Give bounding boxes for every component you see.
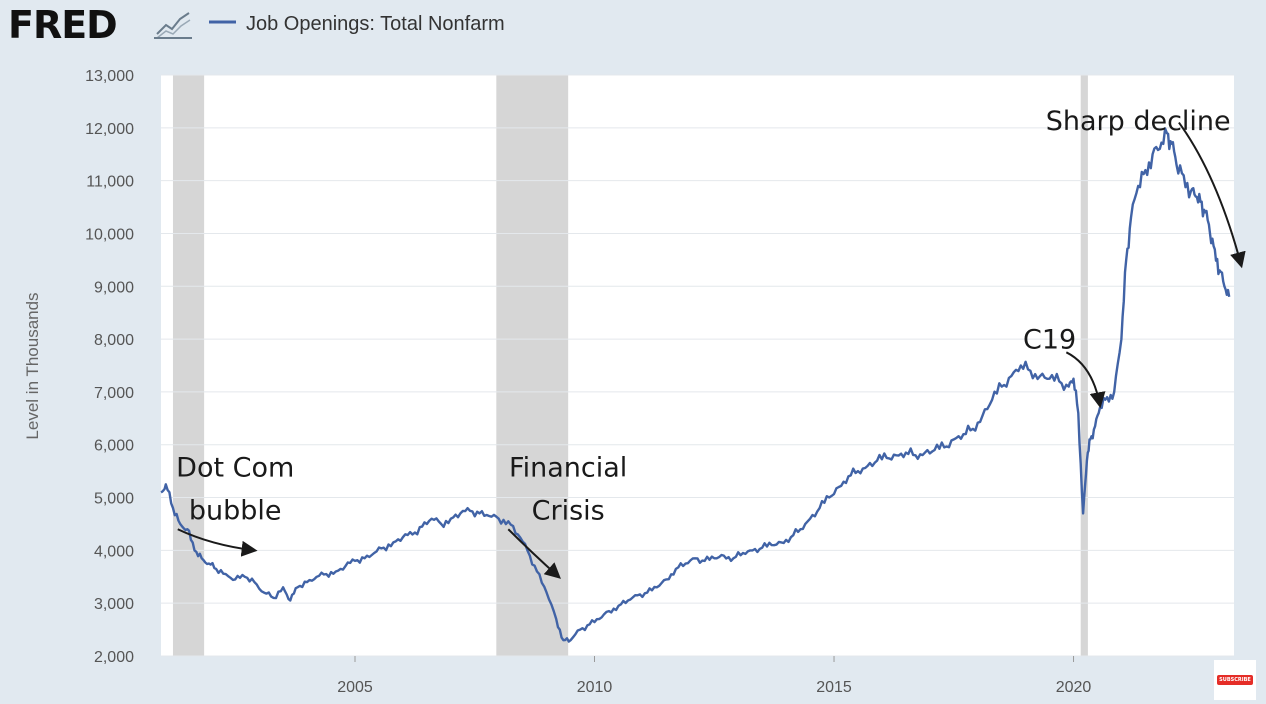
series-line-0 bbox=[160, 127, 1231, 643]
annotation-arrow-0 bbox=[177, 528, 258, 557]
annotation-arrow-1 bbox=[507, 528, 561, 579]
plot-area bbox=[161, 75, 1234, 656]
annotation-label: Sharp decline bbox=[1046, 106, 1231, 137]
subscribe-badge[interactable]: SUBSCRIBE bbox=[1217, 675, 1253, 685]
series-layer bbox=[160, 127, 1231, 643]
y-tick-label: 6,000 bbox=[94, 438, 134, 455]
y-tick-label: 2,000 bbox=[94, 649, 134, 666]
y-axis-label: Level in Thousands bbox=[23, 292, 42, 439]
legend-label: Job Openings: Total Nonfarm bbox=[246, 13, 505, 35]
y-tick-label: 5,000 bbox=[94, 491, 134, 508]
subscribe-icon[interactable]: SUBSCRIBE bbox=[1214, 660, 1256, 700]
grid bbox=[161, 74, 1234, 657]
y-tick-label: 4,000 bbox=[94, 543, 134, 560]
header: FRED Job Openings: Total Nonfarm bbox=[8, 3, 505, 47]
annotation-label: bubble bbox=[189, 496, 282, 527]
annotation-arrow-2 bbox=[1065, 351, 1106, 409]
y-tick-label: 13,000 bbox=[85, 68, 134, 85]
recession-band-0 bbox=[172, 75, 205, 656]
x-tick-label: 2020 bbox=[1056, 679, 1092, 696]
annotation-arrow-3 bbox=[1178, 121, 1246, 269]
annotation-label: Dot Com bbox=[176, 452, 294, 483]
x-tick-label: 2010 bbox=[577, 679, 613, 696]
y-axis: 2,000 3,000 4,000 5,000 6,000 7,000 8,000 9,000… bbox=[85, 68, 134, 666]
y-tick-label: 3,000 bbox=[94, 596, 134, 613]
annotation-label: Financial bbox=[509, 452, 627, 483]
annotation-label: Crisis bbox=[532, 496, 605, 527]
y-tick-label: 12,000 bbox=[85, 121, 134, 138]
x-tick-label: 2015 bbox=[816, 679, 852, 696]
y-tick-label: 7,000 bbox=[94, 385, 134, 402]
y-tick-label: 10,000 bbox=[85, 226, 134, 243]
fred-logo: FRED bbox=[8, 3, 117, 47]
recession-band-1 bbox=[496, 75, 569, 656]
y-tick-label: 9,000 bbox=[94, 279, 134, 296]
chart-icon bbox=[154, 8, 192, 39]
x-tick-label: 2005 bbox=[337, 679, 373, 696]
annotation-arrows bbox=[177, 121, 1246, 579]
x-axis: 2005 2010 2015 2020 bbox=[337, 656, 1091, 696]
y-tick-label: 11,000 bbox=[86, 174, 134, 191]
annotation-label: C19 bbox=[1023, 325, 1076, 356]
annotations: Dot Com bubble Financial Crisis C19 Sharp dec… bbox=[176, 106, 1231, 527]
y-tick-label: 8,000 bbox=[94, 332, 134, 349]
